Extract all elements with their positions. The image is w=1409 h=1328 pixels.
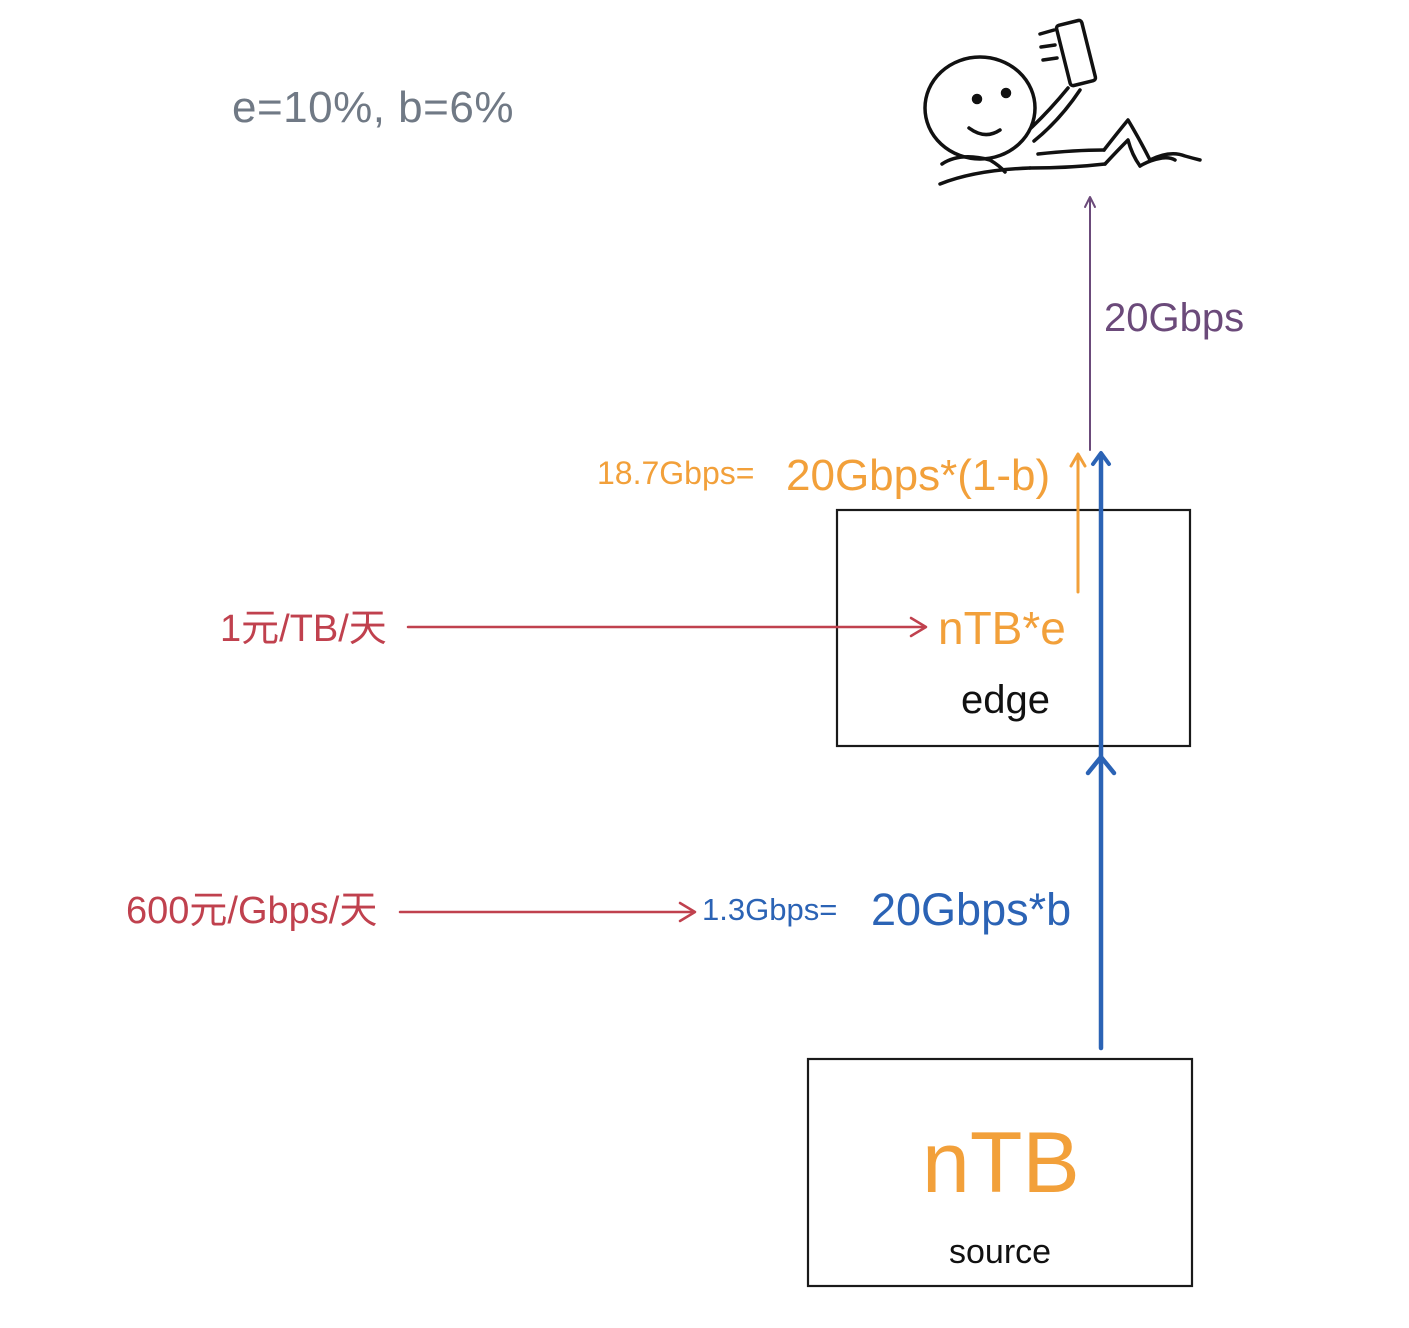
bandwidth-price-label: 600元/Gbps/天	[126, 890, 378, 932]
edge-node-label: edge	[961, 678, 1050, 722]
origin-arrowhead-upper	[1091, 451, 1111, 466]
origin-traffic-value: 1.3Gbps=	[702, 892, 838, 927]
source-box	[806, 1057, 1194, 1288]
bandwidth-price-arrowhead	[678, 901, 697, 923]
person-lying-with-phone-icon	[923, 18, 1202, 186]
parameters-text: e=10%, b=6%	[232, 83, 514, 132]
source-storage-label: nTB	[922, 1115, 1080, 1211]
edge-output-value: 18.7Gbps=	[597, 455, 755, 491]
origin-traffic-formula: 20Gbps*b	[871, 884, 1072, 935]
user-bandwidth-label: 20Gbps	[1104, 296, 1245, 340]
edge-storage-label: nTB*e	[938, 602, 1066, 654]
source-node-label: source	[949, 1233, 1052, 1271]
origin-arrowhead-lower	[1085, 754, 1117, 776]
storage-price-arrowhead	[909, 616, 928, 638]
storage-price-label: 1元/TB/天	[220, 608, 387, 650]
edge-served-arrowhead	[1069, 452, 1087, 468]
edge-output-formula: 20Gbps*(1-b)	[786, 451, 1051, 500]
user-traffic-arrowhead	[1084, 196, 1096, 208]
